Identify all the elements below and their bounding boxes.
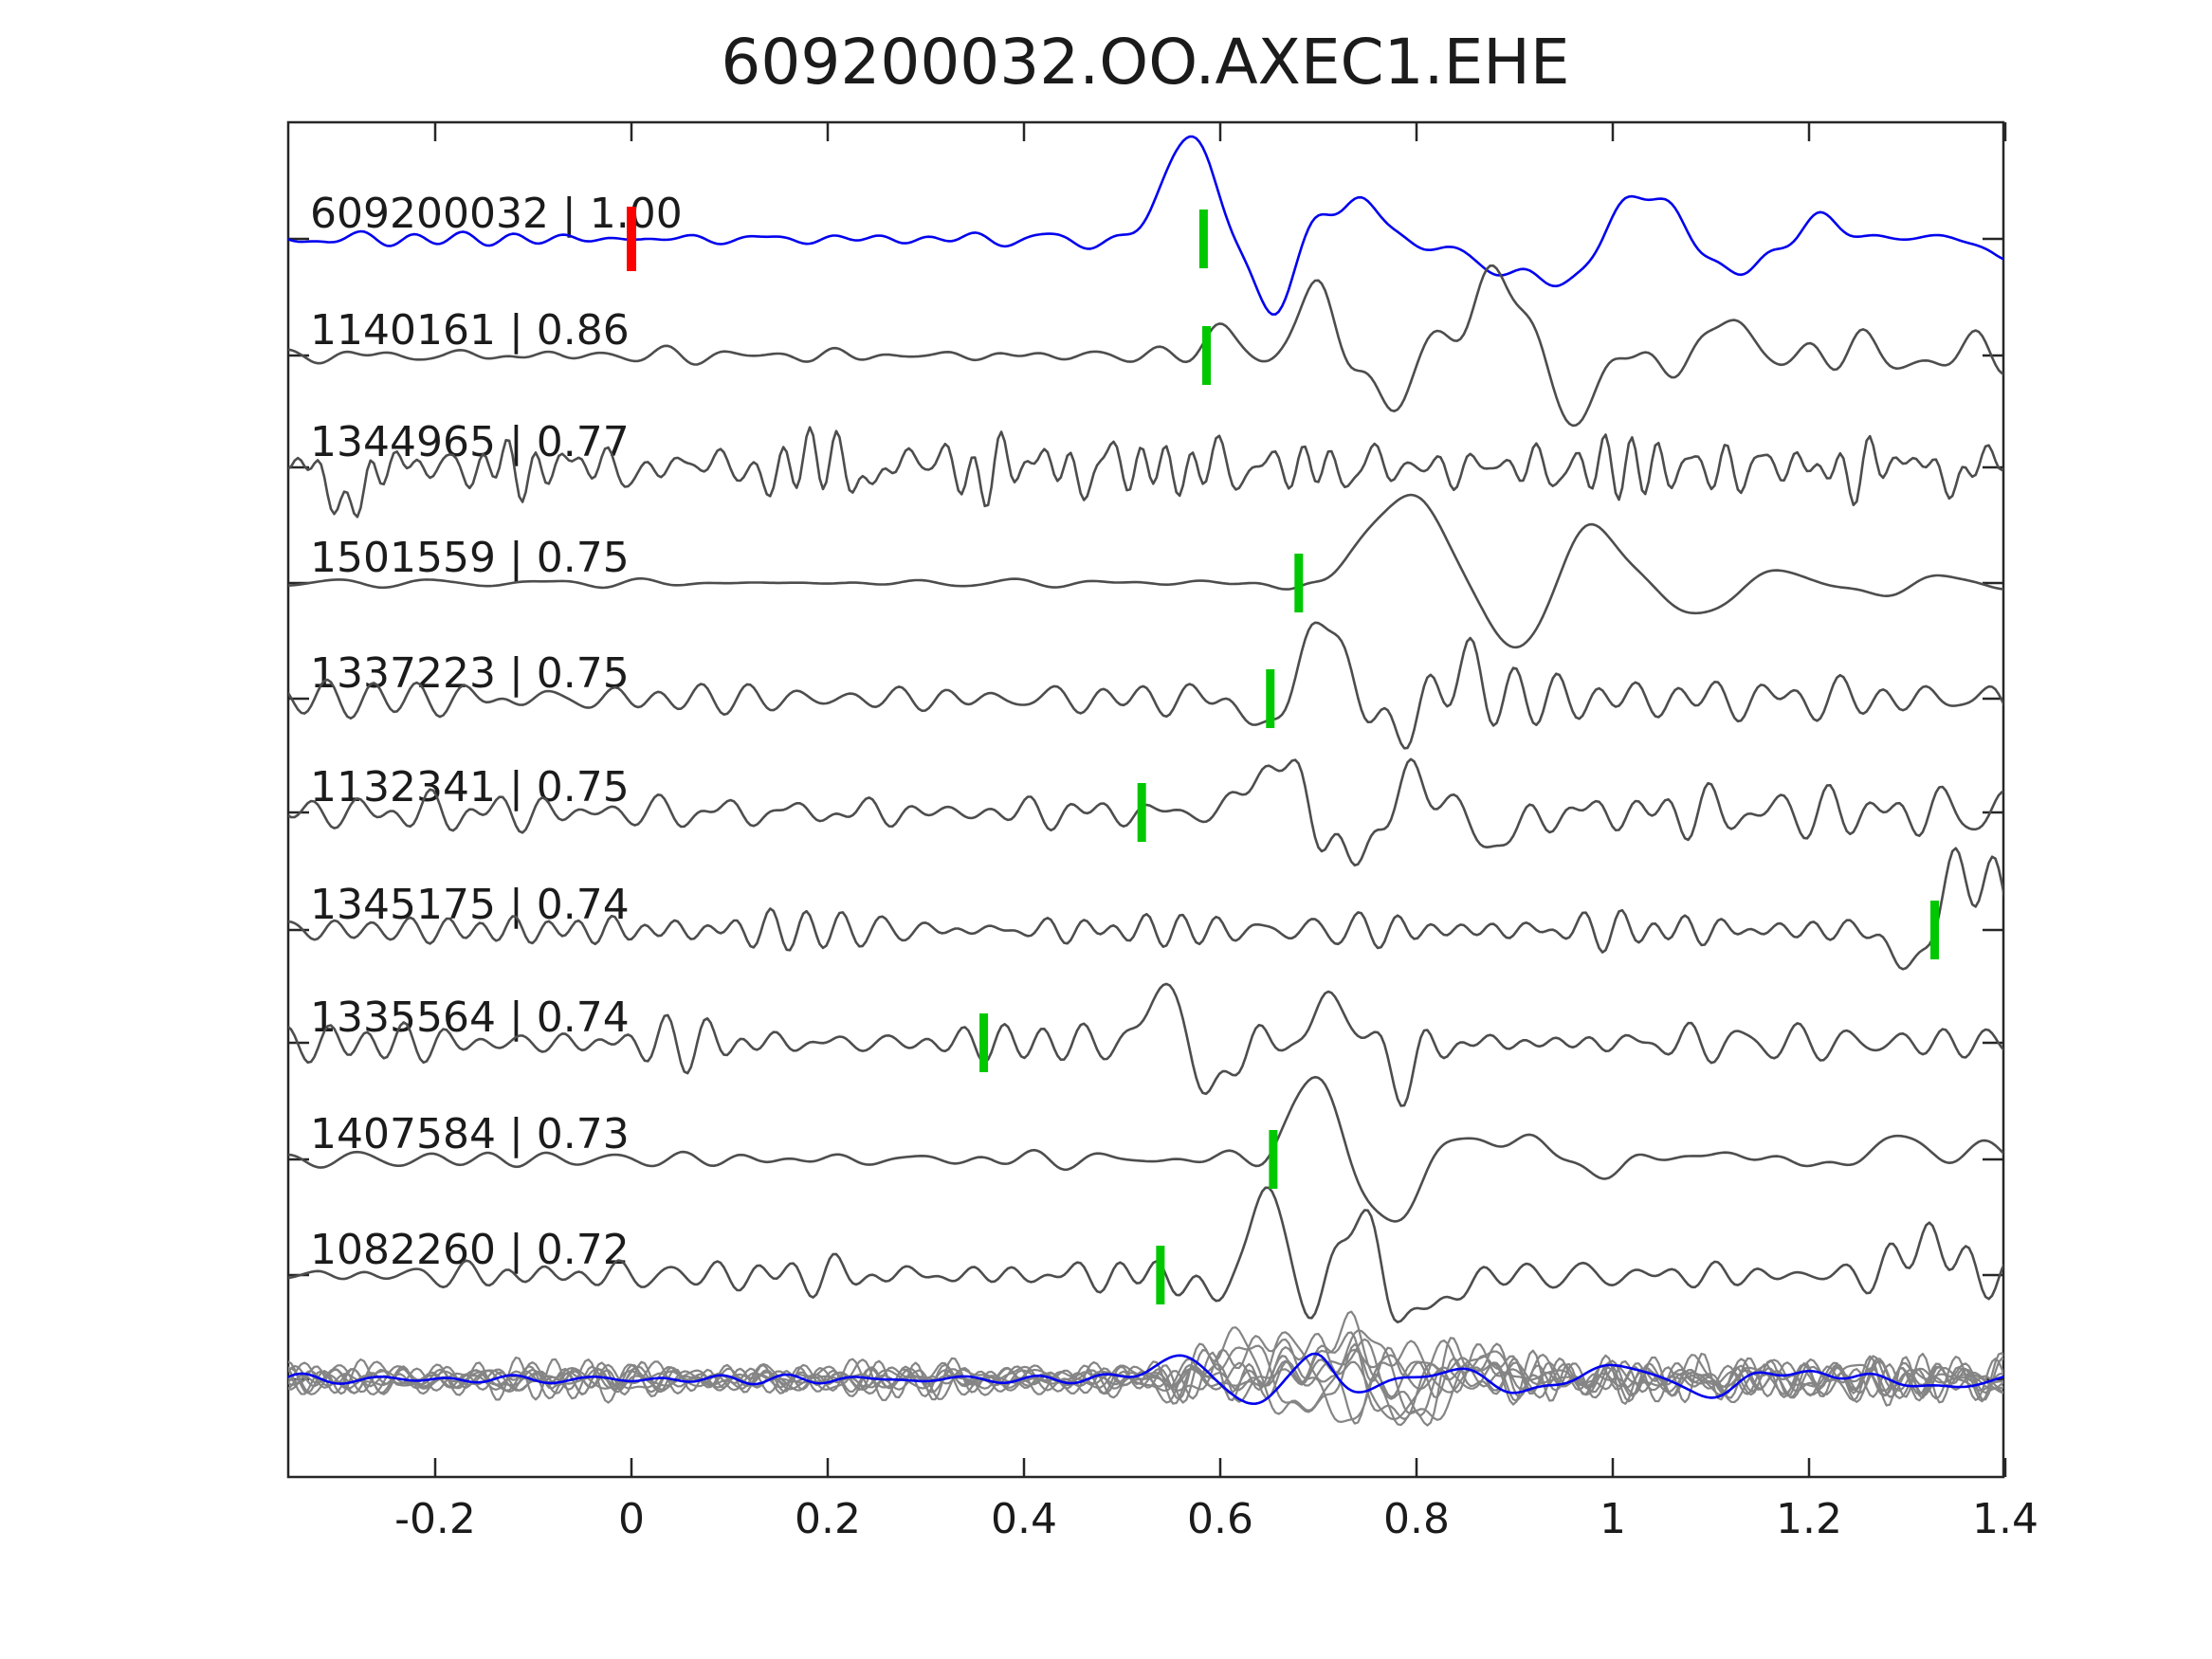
trace-labels: 609200032 | 1.00 1140161 | 0.86 1344965 … [310, 190, 683, 1274]
x-tick-label: 0.2 [795, 1495, 861, 1543]
pick-marker [1929, 901, 1939, 959]
pick-marker [979, 1013, 989, 1072]
pick-marker [1202, 326, 1212, 385]
pick-marker [1294, 554, 1304, 612]
x-tick-label: 0.6 [1187, 1495, 1253, 1543]
overlay-template-trace [288, 1352, 2003, 1405]
overlay-trace [288, 1326, 2003, 1415]
trace-label: 1082260 | 0.72 [310, 1226, 630, 1274]
plot-border [286, 120, 2005, 1479]
trace-path-1344965 [288, 426, 2003, 519]
x-axis-tick-labels: -0.2 0 0.2 0.4 0.6 0.8 1 1.2 1.4 [394, 1495, 2038, 1543]
pick-marker [1198, 210, 1208, 268]
trace-label: 1132341 | 0.75 [310, 763, 630, 811]
trace-label: 1501559 | 0.75 [310, 534, 630, 582]
x-tick-label: 1 [1600, 1495, 1626, 1543]
trace-path-1082260 [288, 1186, 2003, 1323]
overlay-trace [288, 1338, 2003, 1417]
plot-title: 609200032.OO.AXEC1.EHE [721, 26, 1569, 99]
trace-path-1335564 [288, 982, 2003, 1107]
x-tick-label: -0.2 [394, 1495, 476, 1543]
trace-path-1345175 [288, 847, 2003, 971]
trace-label: 1140161 | 0.86 [310, 306, 630, 355]
trace-path-609200032 [288, 135, 2003, 316]
pick-marker [1156, 1246, 1165, 1304]
x-tick-label: 0.8 [1383, 1495, 1450, 1543]
template-pick-marker [627, 207, 636, 271]
pick-marker [1269, 1130, 1278, 1189]
trace-label: 1337223 | 0.75 [310, 649, 630, 698]
trace-path-1140161 [288, 264, 2003, 428]
trace-path-1501559 [288, 493, 2003, 649]
overlay-trace [288, 1332, 2003, 1421]
trace-path-1337223 [288, 621, 2003, 750]
trace-label: 1335564 | 0.74 [310, 994, 630, 1042]
pick-markers-layer [627, 207, 1939, 1304]
x-tick-label: 1.4 [1972, 1495, 2038, 1543]
trace-path-1407584 [288, 1075, 2003, 1223]
trace-label: 1407584 | 0.73 [310, 1110, 630, 1158]
trace-label: 609200032 | 1.00 [310, 190, 683, 238]
x-tick-label: 1.2 [1776, 1495, 1842, 1543]
x-tick-label: 0 [618, 1495, 645, 1543]
x-tick-label: 0.4 [991, 1495, 1057, 1543]
pick-marker [1266, 669, 1275, 728]
trace-path-1132341 [288, 757, 2003, 866]
pick-marker [1137, 783, 1146, 842]
traces-layer [288, 135, 2003, 1427]
